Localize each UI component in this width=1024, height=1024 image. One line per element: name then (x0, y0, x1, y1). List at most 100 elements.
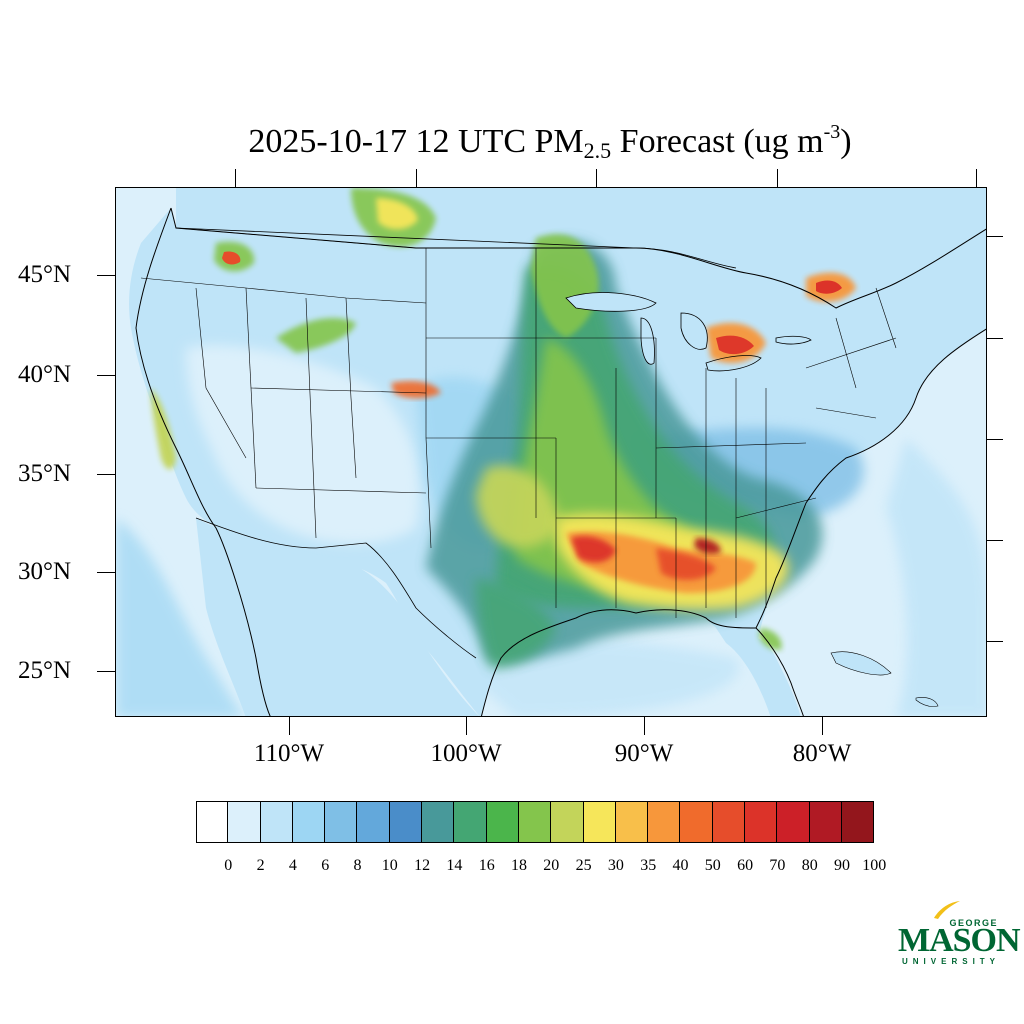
colorbar-swatch (454, 801, 487, 843)
colorbar-label: 25 (575, 857, 592, 874)
colorbar-label: 80 (801, 857, 818, 874)
colorbar-swatch (551, 801, 584, 843)
colorbar-swatch (260, 801, 293, 843)
colorbar-label: 0 (224, 857, 233, 874)
logo-swoosh-icon (934, 901, 960, 919)
colorbar-label: 70 (769, 857, 786, 874)
florida-green (759, 628, 782, 650)
map-tick (416, 169, 417, 187)
colorado-hotspot (391, 381, 441, 399)
map-tick (466, 717, 467, 735)
lower-mississippi-hotspot (571, 536, 616, 563)
state-borders (140, 227, 897, 618)
gmu-logo: GEORGE MASON UNIVERSITY (898, 900, 1021, 970)
canada-border (175, 227, 737, 269)
florida-land (716, 628, 801, 716)
colorbar-label: 60 (737, 857, 754, 874)
colorbar-label: 40 (672, 857, 689, 874)
colorbar-label: 16 (478, 857, 495, 874)
pm25-map (116, 188, 986, 716)
lat-label-30n: 30°N (18, 558, 72, 585)
colorbar-swatch (357, 801, 390, 843)
map-tick (97, 275, 115, 276)
montana-streak (276, 318, 356, 353)
lat-label-45n: 45°N (18, 261, 72, 288)
map-tick (644, 717, 645, 735)
mexico-border (195, 517, 477, 659)
cuba-island (830, 651, 892, 676)
colorbar-swatch (583, 801, 616, 843)
colorbar-label: 2 (256, 857, 265, 874)
georgia-hotspot (694, 538, 721, 554)
colorbar-swatch (712, 801, 746, 843)
lat-label-40n: 40°N (18, 361, 72, 388)
map-tick (97, 474, 115, 475)
upper-midwest-green (531, 234, 599, 338)
pacific-haze (116, 518, 245, 716)
canada-fire-core (376, 198, 418, 230)
map-tick (289, 717, 290, 735)
saint-lawrence-core (816, 280, 842, 294)
map-title: 2025-10-17 12 UTC PM2.5 Forecast (ug m-3… (248, 121, 852, 163)
colorbar-swatch (841, 801, 875, 843)
colorbar-swatch (228, 801, 261, 843)
colorbar-label: 6 (321, 857, 330, 874)
colorbar-label: 90 (834, 857, 850, 874)
colorbar-swatch (777, 801, 810, 843)
colorbar-swatch (745, 801, 778, 843)
colorbar-label: 20 (543, 857, 560, 874)
atlantic-haze (886, 438, 986, 716)
colorbar (196, 801, 875, 843)
coastline (135, 207, 986, 716)
lon-label-90w: 90°W (614, 740, 674, 767)
lon-label-100w: 100°W (430, 740, 502, 767)
map-frame (115, 187, 987, 717)
lake-erie (705, 355, 762, 372)
colorbar-label: 50 (704, 857, 721, 874)
logo-mason: MASON (898, 922, 1021, 959)
map-tick (97, 671, 115, 672)
central-california-valley (151, 388, 176, 470)
colorbar-swatch (196, 801, 229, 843)
lon-label-110w: 110°W (253, 740, 325, 767)
logo-george: GEORGE (949, 918, 998, 928)
map-tick (235, 169, 236, 187)
lake-ontario (775, 335, 812, 345)
colorbar-label: 35 (640, 857, 657, 874)
map-tick (596, 169, 597, 187)
colorbar-swatch (809, 801, 842, 843)
alabama-hotspot (656, 548, 716, 580)
lon-label-80w: 80°W (792, 740, 852, 767)
colorbar-label: 18 (511, 857, 527, 874)
colorbar-swatch (486, 801, 519, 843)
map-tick (97, 572, 115, 573)
mexico-land (196, 518, 480, 716)
colorbar-swatch (518, 801, 552, 843)
colorbar-label: 12 (414, 857, 431, 874)
colorbar-label: 4 (288, 857, 297, 874)
map-tick (987, 641, 1003, 642)
map-tick (987, 236, 1003, 237)
colorbar-swatch (422, 801, 455, 843)
lake-erie-core (716, 335, 754, 355)
colorbar-label: 100 (862, 857, 887, 874)
colorbar-swatch (292, 801, 326, 843)
map-tick (987, 338, 1003, 339)
logo-university: UNIVERSITY (902, 957, 1001, 966)
colorbar-label: 8 (353, 857, 362, 874)
colorbar-label: 10 (381, 857, 398, 874)
colorbar-swatch (389, 801, 423, 843)
lat-label-35n: 35°N (18, 460, 72, 487)
lake-superior (565, 292, 657, 312)
map-tick (822, 717, 823, 735)
colorbar-swatch (615, 801, 649, 843)
oklahoma-yellow (476, 465, 559, 548)
hispaniola-island (915, 697, 939, 707)
colorbar-label: 14 (446, 857, 463, 874)
map-tick (976, 169, 977, 187)
lake-huron (680, 312, 708, 350)
lake-michigan (640, 317, 655, 365)
colorbar-label: 30 (607, 857, 624, 874)
pnw-core (222, 251, 241, 265)
colorbar-swatch (325, 801, 358, 843)
